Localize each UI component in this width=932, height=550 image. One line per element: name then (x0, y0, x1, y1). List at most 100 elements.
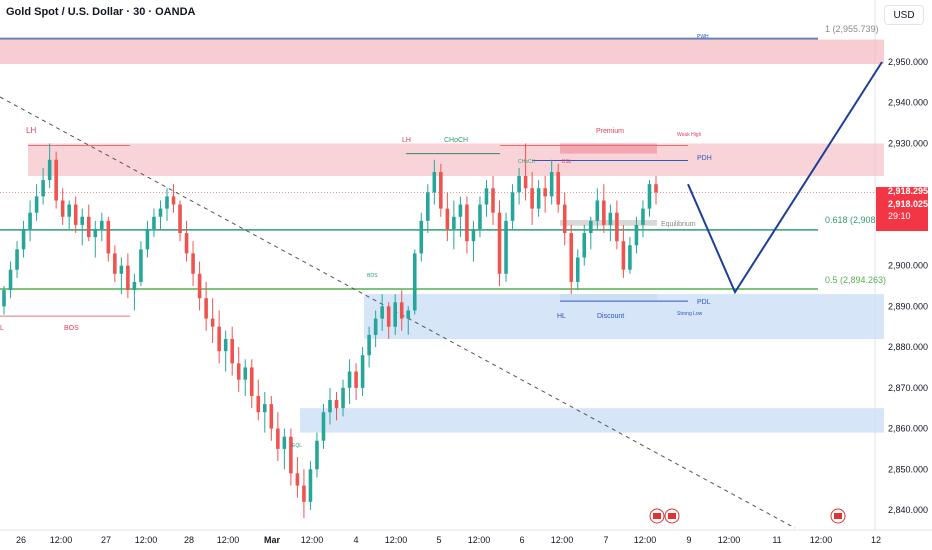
candle-body (562, 204, 567, 234)
candle-body (100, 220, 104, 229)
candle-body (28, 212, 32, 229)
label-equilibrium: Equilibrium (661, 221, 696, 228)
y-tick-label: 2,880.000 (888, 342, 928, 352)
x-tick-label: 12:00 (217, 535, 240, 545)
candle-body (73, 204, 78, 225)
label-hl: HL (557, 313, 566, 320)
candle-body (491, 188, 495, 213)
candle-body (641, 208, 645, 225)
candle-body (484, 188, 489, 205)
x-tick-label: 9 (686, 535, 691, 545)
candle-body (615, 212, 619, 242)
candle-body (334, 400, 339, 409)
x-tick-label: 4 (353, 535, 358, 545)
label-eql: EQL (292, 443, 302, 449)
x-tick-label: 12:00 (634, 535, 657, 545)
x-tick-label: 12:00 (50, 535, 73, 545)
label-l: L (0, 325, 4, 332)
candle-body (15, 249, 19, 270)
candle-body (34, 196, 39, 213)
candle-body (210, 318, 215, 327)
candle-body (452, 216, 456, 229)
candle-body (67, 204, 71, 217)
candle-body (152, 216, 156, 229)
x-tick-label: 5 (436, 535, 441, 545)
zone-supply-top (0, 39, 884, 65)
candle-body (308, 469, 313, 502)
candle-body (184, 233, 189, 254)
candle-body (230, 338, 234, 364)
currency-button[interactable]: USD (884, 5, 924, 25)
x-tick-label: 11 (772, 535, 781, 545)
y-tick-label: 2,860.000 (888, 424, 928, 434)
candle-body (445, 208, 450, 229)
candle-body (60, 200, 65, 217)
y-tick-label: 2,900.000 (888, 261, 928, 271)
candle-body (589, 220, 593, 234)
label-pwh: PWH (697, 34, 709, 40)
candle-body (191, 253, 195, 274)
candle-body (178, 204, 182, 234)
candle-body (595, 200, 600, 221)
candle-body (458, 204, 463, 217)
candle-body (654, 184, 658, 193)
label-fib-618: 0.618 (2,908.771) (825, 215, 896, 225)
candle-body (113, 253, 117, 274)
candle-body (158, 208, 163, 217)
x-tick-label: 12:00 (551, 535, 574, 545)
candle-body (236, 363, 241, 380)
candle-body (419, 220, 424, 254)
candle-body (347, 371, 352, 388)
candle-body (119, 265, 124, 274)
candle-body (530, 188, 534, 209)
candle-body (393, 302, 397, 327)
candle-body (86, 216, 91, 238)
candle-body (386, 306, 391, 327)
price-badge-bg (876, 187, 928, 232)
label-bos-mid: BOS (367, 273, 378, 279)
zone-equilibrium (560, 220, 657, 226)
candle-body (497, 212, 502, 274)
candle-body (106, 220, 111, 254)
candle-body (602, 200, 606, 225)
price-badge-countdown: 29:10 (888, 211, 911, 221)
candle-body (139, 249, 143, 282)
label-bos-left: BOS (64, 325, 79, 332)
y-tick-label: 2,950.000 (888, 57, 928, 67)
candle-body (315, 440, 319, 470)
label-premium: Premium (596, 128, 624, 135)
candle-body (406, 310, 411, 319)
label-lh-mid: LH (402, 137, 411, 144)
symbol-title: Gold Spot / U.S. Dollar · 30 · OANDA (6, 6, 196, 18)
candle-body (465, 204, 469, 242)
candle-body (8, 269, 13, 291)
candle-body (54, 159, 58, 201)
candle-body (165, 196, 169, 209)
candle-body (328, 400, 332, 413)
candle-body (341, 387, 345, 409)
candle-body (171, 196, 176, 205)
label-pdh: PDH (697, 155, 712, 162)
y-tick-label: 2,850.000 (888, 464, 928, 474)
candle-body (2, 290, 6, 307)
label-bsl: BSL (562, 159, 572, 165)
candle-body (269, 404, 274, 429)
candle-body (47, 159, 52, 181)
candle-body (256, 395, 261, 413)
candle-body (569, 233, 574, 282)
candle-body (263, 404, 267, 413)
label-lh-left: LH (26, 126, 36, 135)
candle-body (126, 265, 130, 291)
candle-body (608, 212, 613, 225)
candle-body (367, 334, 371, 356)
x-tick-label: 12:00 (385, 535, 408, 545)
candle-body (628, 245, 632, 270)
candle-body (145, 228, 150, 250)
candle-body (380, 306, 384, 319)
candle-body (543, 188, 547, 197)
candle-body (478, 204, 482, 229)
candle-body (223, 338, 228, 352)
x-tick-label: 7 (603, 535, 608, 545)
candle-body (621, 241, 626, 270)
